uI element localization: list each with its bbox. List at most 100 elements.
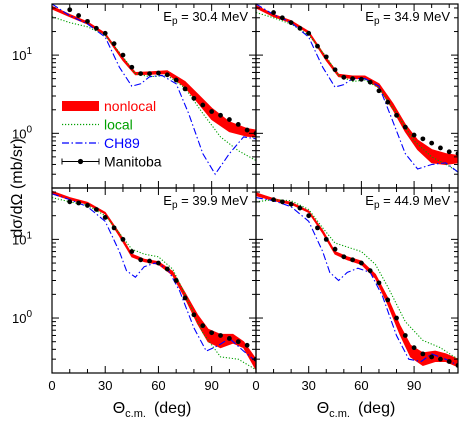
legend-item-local: local (62, 117, 133, 133)
data-point (341, 74, 347, 80)
panel-top-right: Ep = 34.9 MeV (255, 3, 459, 189)
y-tick-base: 10 (12, 232, 26, 247)
data-point (244, 342, 250, 348)
data-point (394, 112, 399, 118)
legend-item-CH89: CH89 (62, 135, 140, 151)
data-point (138, 71, 144, 77)
data-point (226, 117, 232, 122)
series-Manitoba-points (271, 10, 458, 157)
y-tick-exponent: 0 (26, 309, 32, 320)
energy-main: E (163, 193, 172, 208)
y-tick-label: 101 (12, 230, 32, 247)
x-title-sub: c.m. (125, 408, 146, 420)
data-point (271, 10, 276, 15)
series-local-line (52, 16, 256, 161)
x-tick-label: 90 (204, 378, 218, 393)
series-nonlocal-band (256, 4, 458, 166)
y-tick-label: 100 (12, 309, 32, 326)
x-axis-title-left: Θc.m. (deg) (113, 400, 192, 420)
series-Manitoba-points (67, 199, 256, 362)
y-tick-exponent: 1 (26, 46, 32, 57)
data-point (420, 136, 426, 142)
data-point (341, 254, 347, 260)
data-point (244, 127, 250, 133)
energy-main: E (163, 9, 172, 24)
panel-frame (255, 3, 459, 189)
data-point (350, 257, 356, 263)
data-point (323, 236, 329, 242)
series-CH89-line (52, 4, 256, 176)
data-point (376, 280, 382, 286)
data-point (367, 79, 373, 85)
energy-sub: p (172, 200, 178, 211)
series-nonlocal-band (52, 5, 256, 138)
legend-item-nonlocal: nonlocal (62, 98, 156, 114)
data-point (173, 77, 179, 83)
data-point (120, 52, 126, 58)
data-point (297, 205, 303, 211)
data-point (271, 197, 276, 203)
data-point (173, 278, 179, 283)
energy-label: Ep = 39.9 MeV (163, 193, 248, 211)
energy-value: = 34.9 MeV (380, 9, 451, 24)
data-point (120, 236, 126, 242)
energy-main: E (365, 9, 374, 24)
x-title-main: Θ (113, 400, 125, 417)
data-point (279, 199, 285, 205)
x-tick-label: 0 (48, 378, 55, 393)
series-CH89-line (52, 193, 256, 362)
energy-sub: p (374, 16, 380, 27)
energy-value: = 30.4 MeV (178, 9, 249, 24)
data-point (438, 145, 443, 151)
data-point (156, 70, 161, 76)
energy-label: Ep = 34.9 MeV (365, 9, 450, 27)
legend: nonlocal local CH89 Manitoba (61, 98, 162, 170)
data-point (200, 323, 206, 329)
series-nonlocal-band (256, 192, 458, 368)
y-axis-title: dσ/dΩ (mb/sr) (9, 138, 26, 237)
legend-item-Manitoba: Manitoba (61, 154, 162, 170)
data-point (76, 13, 82, 18)
data-point (85, 18, 90, 24)
energy-label: Ep = 44.9 MeV (365, 193, 450, 211)
data-point (402, 333, 408, 338)
series-CH89-line (256, 197, 458, 366)
ticks (51, 4, 256, 189)
data-point (129, 249, 135, 254)
legend-swatch-point (77, 158, 84, 165)
data-point (67, 7, 73, 13)
data-point (429, 140, 435, 146)
data-point (306, 30, 312, 36)
x-title-unit: (deg) (154, 400, 191, 417)
energy-label: Ep = 30.4 MeV (163, 9, 248, 27)
data-point (332, 67, 338, 73)
x-tick-label: 30 (98, 378, 112, 393)
panel-bottom-right: 0 30 60 90 Ep = 44.9 MeV (252, 187, 459, 393)
data-point (235, 122, 241, 127)
data-point (323, 54, 329, 60)
data-point (235, 339, 241, 345)
x-title-sub: c.m. (329, 408, 350, 420)
data-point (129, 64, 135, 70)
data-point (156, 260, 161, 266)
ticks (255, 4, 458, 189)
x-axis-title-right: Θc.m. (deg) (317, 400, 396, 420)
data-point (411, 132, 417, 138)
data-point (411, 345, 417, 351)
panel-frame (255, 187, 459, 374)
energy-sub: p (374, 200, 380, 211)
data-point (147, 258, 152, 264)
plot-area (52, 4, 256, 176)
series-local-line (256, 199, 458, 360)
data-point (209, 330, 215, 336)
series-local-line (256, 11, 458, 173)
x-tick-label: 30 (301, 378, 315, 393)
data-point (446, 149, 452, 155)
y-tick-label: 101 (12, 46, 32, 63)
data-point (138, 257, 144, 263)
data-point (182, 86, 188, 92)
data-point (306, 213, 312, 219)
